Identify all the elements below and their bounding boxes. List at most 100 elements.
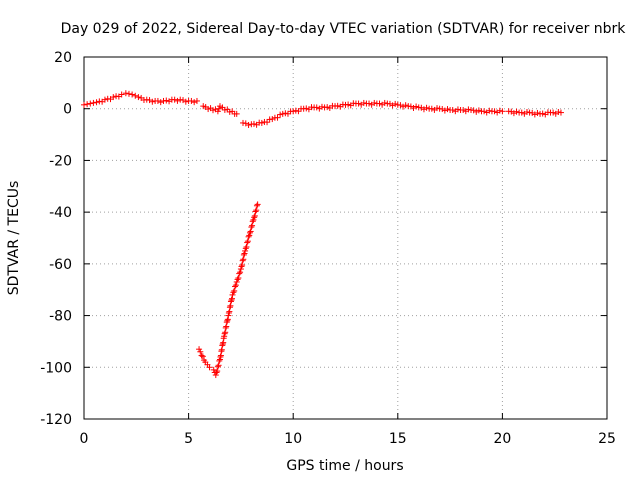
data-point	[460, 107, 467, 114]
data-point	[245, 233, 252, 240]
data-point	[486, 107, 493, 114]
data-point	[491, 108, 498, 115]
data-point	[245, 121, 252, 128]
data-point	[240, 251, 247, 258]
data-point	[389, 102, 396, 109]
data-point	[410, 104, 417, 111]
data-point	[230, 289, 237, 296]
data-point	[250, 120, 257, 127]
data-point	[274, 114, 281, 121]
data-point	[87, 100, 94, 107]
data-point	[253, 207, 260, 214]
y-axis-label: SDTVAR / TECUs	[6, 181, 22, 296]
data-point	[264, 119, 271, 126]
data-point	[237, 266, 244, 273]
data-point	[355, 100, 362, 107]
x-axis-label: GPS time / hours	[286, 458, 403, 474]
data-point	[191, 99, 198, 106]
data-point	[118, 91, 125, 98]
data-point	[418, 104, 425, 111]
x-tick-label: 5	[184, 431, 193, 447]
data-point	[222, 329, 229, 336]
data-point	[225, 309, 232, 316]
data-point	[423, 104, 430, 111]
data-point	[449, 107, 456, 114]
data-point	[251, 212, 258, 219]
data-point	[233, 278, 240, 285]
data-point	[227, 298, 234, 305]
data-point	[539, 110, 546, 117]
data-point	[454, 106, 461, 113]
data-point	[110, 94, 117, 101]
data-point	[513, 108, 520, 115]
data-point	[226, 304, 233, 311]
data-point	[508, 108, 515, 115]
data-point	[228, 297, 235, 304]
data-point	[534, 109, 541, 116]
data-point	[481, 108, 488, 115]
y-tick-label: 0	[63, 102, 72, 118]
data-point	[229, 291, 236, 298]
data-point	[249, 222, 256, 229]
data-point	[154, 97, 161, 104]
data-point	[238, 263, 245, 270]
data-point	[239, 257, 246, 264]
data-point	[499, 108, 506, 115]
data-point	[247, 228, 254, 235]
data-point	[237, 269, 244, 276]
data-point	[226, 308, 233, 315]
data-point	[413, 103, 420, 110]
data-point	[224, 316, 231, 323]
data-point	[444, 106, 451, 113]
data-point	[428, 105, 435, 112]
data-point	[290, 108, 297, 115]
data-point	[252, 208, 259, 215]
data-point	[229, 295, 236, 302]
data-point	[402, 102, 409, 109]
data-point	[240, 256, 247, 263]
data-point	[84, 101, 91, 108]
x-tick-label: 15	[389, 431, 407, 447]
data-point	[465, 106, 472, 113]
data-point	[376, 100, 383, 107]
axis-ticks: 0 5 10 15 20 25 -120 -100 -80 -60 -40 -20 0 20	[40, 50, 616, 447]
x-tick-label: 10	[284, 431, 302, 447]
data-point	[222, 324, 229, 331]
data-point	[157, 99, 164, 106]
data-point	[221, 333, 228, 340]
data-point	[231, 287, 238, 294]
data-point	[303, 105, 310, 112]
chart-title: Day 029 of 2022, Sidereal Day-to-day VTE…	[61, 21, 627, 37]
data-point	[242, 245, 249, 252]
data-point	[221, 330, 228, 337]
y-tick-label: -120	[40, 412, 72, 428]
data-point	[324, 104, 331, 111]
data-point	[292, 107, 299, 114]
data-point	[223, 323, 230, 330]
data-point	[90, 99, 97, 106]
data-point	[188, 97, 195, 104]
y-tick-label: -40	[49, 205, 72, 221]
data-point	[193, 97, 200, 104]
data-point	[232, 283, 239, 290]
y-tick-label: 20	[54, 50, 72, 66]
x-tick-label: 0	[80, 431, 89, 447]
data-point	[244, 239, 251, 246]
data-point	[235, 274, 242, 281]
data-point	[171, 96, 178, 103]
data-point	[282, 110, 289, 117]
data-point	[470, 107, 477, 114]
data-point	[279, 110, 286, 117]
data-point	[475, 107, 482, 114]
data-point	[277, 111, 284, 118]
data-point	[518, 109, 525, 116]
data-point	[242, 247, 249, 254]
data-point	[199, 353, 206, 360]
data-point	[400, 103, 407, 110]
data-point	[224, 317, 231, 324]
data-point	[216, 357, 223, 364]
data-point	[223, 319, 230, 326]
data-point	[163, 97, 170, 104]
data-point	[232, 282, 239, 289]
